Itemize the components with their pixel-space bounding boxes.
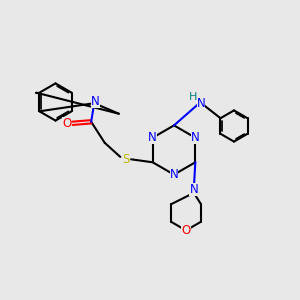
Text: N: N (169, 168, 178, 181)
Text: N: N (196, 97, 206, 110)
Text: O: O (182, 224, 190, 237)
Text: H: H (189, 92, 197, 102)
Text: N: N (91, 95, 100, 108)
Text: N: N (148, 131, 157, 144)
Text: N: N (189, 183, 198, 196)
Text: O: O (62, 117, 71, 130)
Text: S: S (122, 153, 129, 166)
Text: N: N (191, 131, 200, 144)
